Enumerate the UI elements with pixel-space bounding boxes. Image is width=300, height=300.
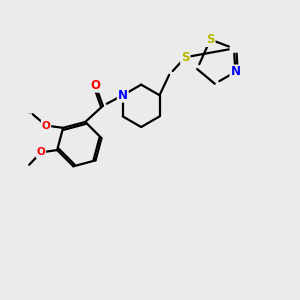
Text: methoxy: methoxy xyxy=(29,113,35,114)
Text: S: S xyxy=(206,33,214,46)
Text: O: O xyxy=(42,121,50,130)
Text: N: N xyxy=(230,65,240,79)
Text: S: S xyxy=(181,51,190,64)
Text: O: O xyxy=(91,79,100,92)
Text: N: N xyxy=(118,89,128,102)
Text: O: O xyxy=(37,147,45,158)
